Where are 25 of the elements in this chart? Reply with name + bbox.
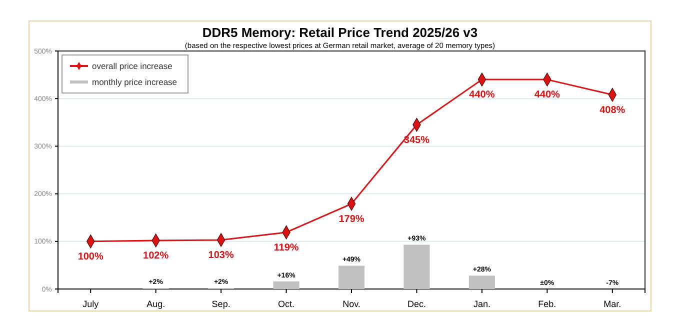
- x-tick-label: Dec.: [407, 298, 426, 309]
- data-label: 100%: [78, 251, 104, 262]
- x-tick-label: Aug.: [146, 298, 166, 309]
- data-label: 119%: [274, 242, 299, 254]
- data-label: 440%: [534, 90, 560, 101]
- x-tick-label: Oct.: [278, 298, 295, 309]
- data-label: 440%: [469, 90, 495, 101]
- x-tick-label: Jan.: [473, 298, 490, 309]
- legend-label: monthly price increase: [92, 77, 178, 87]
- x-tick-label: Mar.: [604, 298, 622, 309]
- data-label: 408%: [600, 104, 626, 116]
- data-label: 103%: [208, 250, 234, 261]
- bar: [468, 276, 495, 289]
- data-label: 102%: [143, 250, 169, 262]
- legend-label: overall price increase: [92, 61, 173, 71]
- bar: [338, 266, 365, 289]
- bar: [273, 281, 300, 289]
- data-label: 345%: [404, 134, 430, 146]
- x-tick-label: Nov.: [342, 298, 360, 309]
- x-tick-label: Feb.: [538, 298, 556, 309]
- data-label: 179%: [338, 214, 364, 225]
- x-tick-label: Sep.: [212, 298, 230, 309]
- chart-title: DDR5 Memory: Retail Price Trend 2025/26 v3: [202, 25, 478, 40]
- x-tick-label: July: [82, 298, 100, 309]
- bar: [404, 244, 430, 289]
